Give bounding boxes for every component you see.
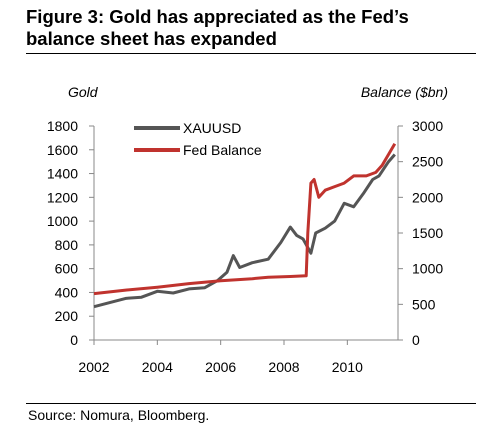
- y-right-tick-label: 0: [412, 332, 420, 348]
- x-tick-label: 2006: [205, 359, 236, 375]
- y-right-tick-label: 2500: [412, 154, 443, 170]
- y-right-axis-title: Balance ($bn): [361, 84, 448, 100]
- series-layer: [93, 143, 397, 309]
- figure-title: Figure 3: Gold has appreciated as the Fe…: [26, 6, 409, 49]
- source-rule: [26, 403, 476, 404]
- y-left-tick-label: 1200: [47, 189, 78, 205]
- x-tick-label: 2002: [78, 359, 109, 375]
- series-xauusd-line: [93, 153, 396, 309]
- axes: 0 200 400 600 800 1000 1200 1400 1600 1800 0 500 100…: [47, 84, 448, 375]
- y-left-axis-title: Gold: [68, 84, 99, 100]
- y-left-tick-label: 1000: [47, 213, 78, 229]
- x-tick-label: 2008: [268, 359, 299, 375]
- y-left-tick-label: 1600: [47, 142, 78, 158]
- x-tick-label: 2004: [142, 359, 173, 375]
- y-left-tick-label: 400: [55, 284, 79, 300]
- x-tick-label: 2010: [332, 359, 363, 375]
- legend-label-xauusd: XAUUSD: [183, 120, 241, 136]
- legend-label-fed-balance: Fed Balance: [183, 142, 262, 158]
- y-right-tick-label: 1500: [412, 225, 443, 241]
- y-left-tick-label: 800: [55, 237, 79, 253]
- title-rule: [26, 53, 476, 54]
- y-right-tick-label: 2000: [412, 189, 443, 205]
- series-fed-balance-line: [93, 143, 397, 296]
- y-left-tick-label: 200: [55, 308, 79, 324]
- y-left-tick-label: 1800: [47, 118, 78, 134]
- y-right-tick-label: 500: [412, 296, 436, 312]
- y-left-tick-label: 0: [70, 332, 78, 348]
- y-left-tick-label: 1400: [47, 166, 78, 182]
- y-right-tick-label: 3000: [412, 118, 443, 134]
- source-note: Source: Nomura, Bloomberg.: [28, 407, 210, 423]
- y-right-tick-label: 1000: [412, 261, 443, 277]
- y-left-tick-label: 600: [55, 261, 79, 277]
- legend: XAUUSD Fed Balance: [134, 120, 262, 158]
